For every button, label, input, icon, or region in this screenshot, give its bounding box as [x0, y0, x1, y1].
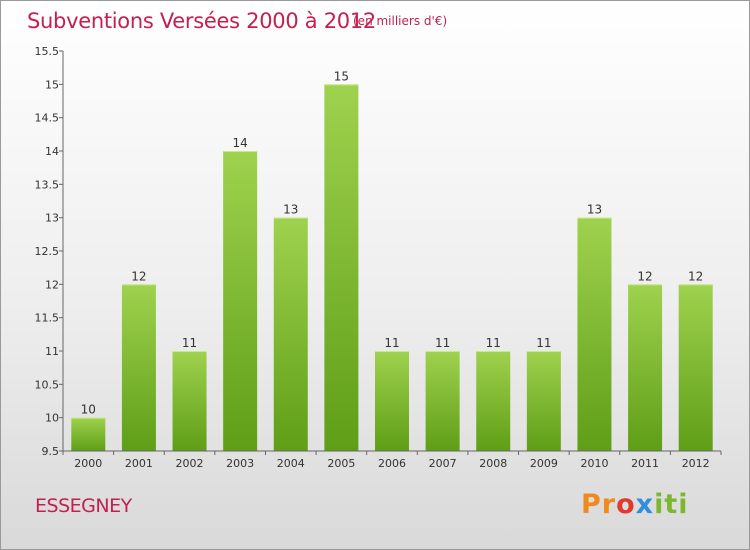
- x-tick-label: 2004: [277, 457, 305, 470]
- proxiti-logo: Proxiti: [581, 489, 689, 520]
- data-label: 11: [384, 336, 399, 350]
- bar: [223, 151, 258, 451]
- logo-part: iti: [654, 489, 689, 520]
- bar: [273, 217, 308, 451]
- bar: [172, 351, 207, 451]
- y-tick-label: 15: [45, 78, 59, 91]
- data-label: 15: [334, 69, 349, 83]
- bar: [678, 284, 713, 451]
- bar: [476, 351, 511, 451]
- data-label: 11: [182, 336, 197, 350]
- x-tick-label: 2002: [176, 457, 204, 470]
- y-tick-label: 11: [45, 345, 59, 358]
- y-tick-label: 15.5: [35, 45, 60, 58]
- x-tick-label: 2009: [530, 457, 558, 470]
- chart-title: Subventions Versées 2000 à 2012: [27, 9, 376, 33]
- data-label: 11: [486, 336, 501, 350]
- logo-part: o: [616, 489, 636, 520]
- y-tick-label: 14: [45, 145, 59, 158]
- bar: [375, 351, 409, 451]
- data-label: 12: [688, 269, 703, 283]
- y-tick-label: 12: [45, 278, 59, 291]
- x-tick-label: 2012: [682, 457, 710, 470]
- bar: [324, 84, 359, 451]
- data-label: 14: [233, 136, 248, 150]
- x-tick-label: 2000: [74, 457, 102, 470]
- y-tick-label: 14.5: [35, 112, 60, 125]
- y-tick-label: 10.5: [35, 378, 60, 391]
- y-tick-label: 9.5: [42, 445, 60, 458]
- data-label: 12: [131, 269, 146, 283]
- data-label: 12: [637, 269, 652, 283]
- x-tick-label: 2008: [479, 457, 507, 470]
- x-tick-label: 2005: [327, 457, 355, 470]
- y-tick-label: 10: [45, 412, 59, 425]
- x-tick-label: 2001: [125, 457, 153, 470]
- y-tick-label: 11.5: [35, 312, 60, 325]
- logo-part: Pr: [581, 489, 617, 520]
- x-tick-label: 2006: [378, 457, 406, 470]
- data-label: 11: [536, 336, 551, 350]
- bar: [526, 351, 561, 451]
- x-tick-label: 2011: [631, 457, 659, 470]
- bar: [577, 217, 612, 451]
- x-tick-label: 2003: [226, 457, 254, 470]
- x-tick-label: 2010: [580, 457, 608, 470]
- data-label: 13: [587, 203, 602, 217]
- bar: [425, 351, 460, 451]
- y-tick-label: 13: [45, 212, 59, 225]
- x-tick-label: 2007: [429, 457, 457, 470]
- commune-name: ESSEGNEY: [35, 495, 132, 517]
- bar: [628, 284, 663, 451]
- y-tick-label: 12.5: [35, 245, 60, 258]
- y-tick-label: 13.5: [35, 178, 60, 191]
- bar: [121, 284, 156, 451]
- data-label: 10: [81, 403, 96, 417]
- bar: [71, 417, 106, 451]
- logo-part: x: [635, 489, 655, 520]
- data-label: 11: [435, 336, 450, 350]
- data-label: 13: [283, 203, 298, 217]
- chart-subtitle: (en milliers d'€): [353, 14, 448, 28]
